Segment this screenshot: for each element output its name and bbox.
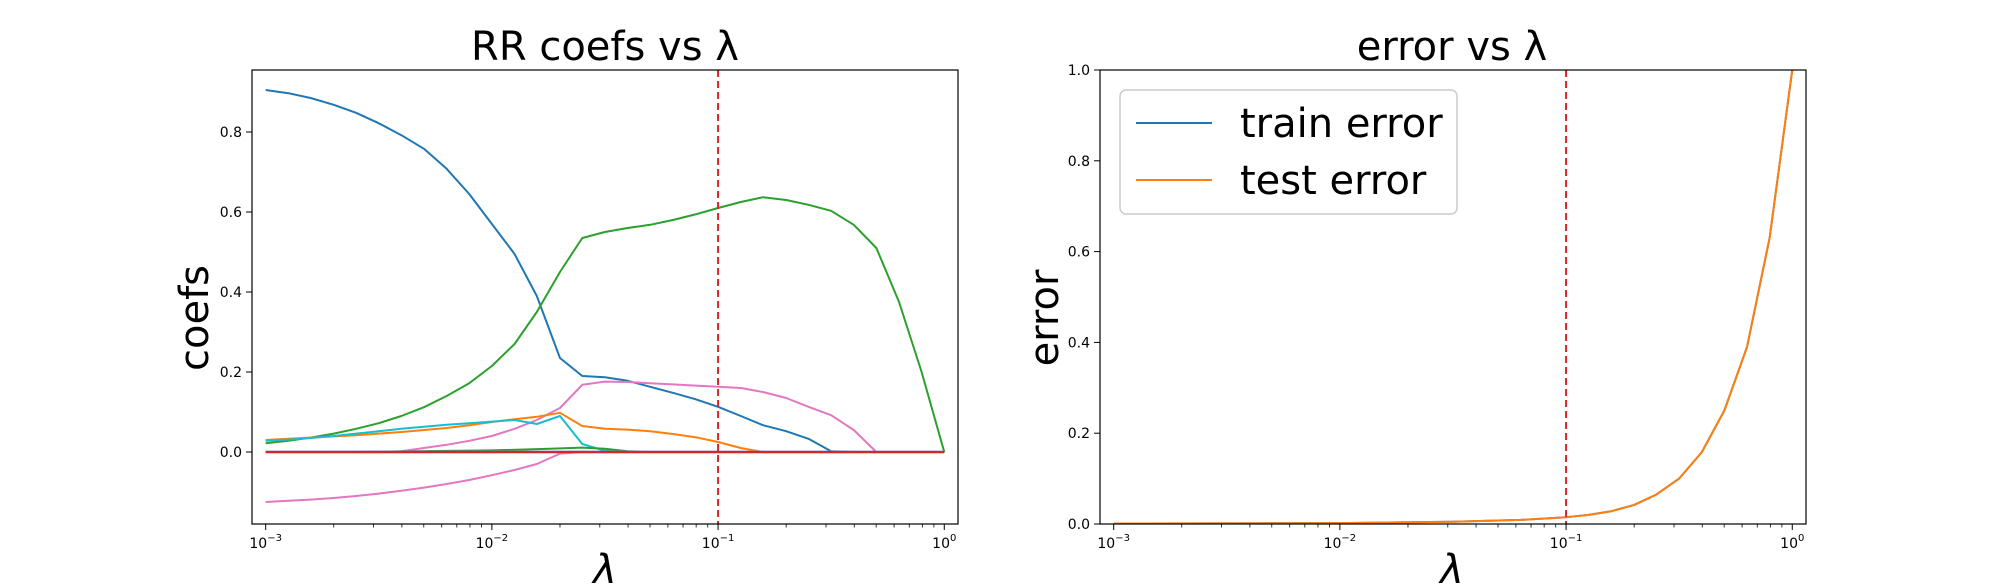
coefs-chart-ylabel: coefs	[172, 265, 218, 371]
error-xtick-label-2: 10−1	[1550, 533, 1583, 552]
error-chart-panel: error vs λ error λ 10−3 10−2 10−1 100 0.0 0.2…	[1022, 24, 1807, 586]
coefs-axes-frame	[251, 69, 959, 525]
coefs-ytick-label-0: 0.0	[220, 445, 242, 461]
legend-label-train-error: train error	[1240, 101, 1443, 147]
coefs-xtick-label-0: 10−3	[249, 533, 282, 552]
error-chart-title: error vs λ	[1357, 24, 1547, 70]
error-xtick-label-0: 10−3	[1097, 533, 1130, 552]
coefs-ytick-label-3: 0.6	[220, 205, 242, 221]
coefs-chart-panel: RR coefs vs λ coefs λ 10−3 10−2 10−1 100 0.0…	[172, 24, 959, 586]
error-ytick-label-3: 0.6	[1068, 245, 1090, 261]
error-xtick-label-3: 100	[1780, 533, 1804, 552]
error-line-test-error	[1113, 70, 1794, 524]
coefs-ytick-label-4: 0.8	[220, 125, 242, 141]
coefs-chart-xlabel: λ	[591, 547, 617, 586]
error-ytick-label-2: 0.4	[1068, 335, 1090, 351]
coefs-xtick-label-1: 10−2	[476, 533, 509, 552]
coefs-chart-title: RR coefs vs λ	[471, 24, 739, 70]
error-xtick-label-1: 10−2	[1324, 533, 1357, 552]
coefs-ytick-label-1: 0.2	[220, 365, 242, 381]
error-chart-legend: train error test error	[1119, 89, 1458, 215]
coefs-xtick-label-2: 10−1	[702, 533, 735, 552]
error-chart-ylabel: error	[1022, 269, 1068, 366]
coefs-xtick-label-3: 100	[932, 533, 956, 552]
error-ytick-label-4: 0.8	[1068, 154, 1090, 170]
legend-box	[1119, 89, 1458, 215]
coefs-ytick-label-2: 0.4	[220, 285, 242, 301]
error-ytick-label-0: 0.0	[1068, 517, 1090, 533]
error-chart-xlabel: λ	[1438, 547, 1464, 586]
legend-label-test-error: test error	[1240, 158, 1427, 204]
error-ytick-label-5: 1.0	[1068, 63, 1090, 79]
coefs-line-series-1	[265, 196, 946, 453]
error-ytick-label-1: 0.2	[1068, 426, 1090, 442]
coefs-series-group	[265, 89, 946, 503]
error-axes-frame	[1099, 69, 1807, 525]
error-series-group	[1113, 70, 1794, 524]
error-plot-area: 10−3 10−2 10−1 100 0.0 0.2 0.4 0.6 0.8 1.0	[1068, 63, 1807, 552]
coefs-plot-area: 10−3 10−2 10−1 100 0.0 0.2 0.4 0.6 0.8	[220, 69, 959, 552]
